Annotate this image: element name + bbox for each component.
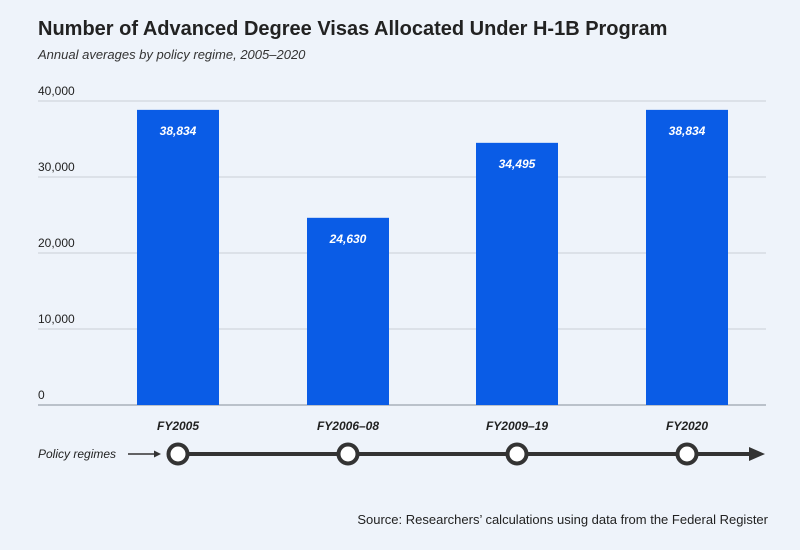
y-tick-label: 30,000 bbox=[38, 160, 75, 174]
chart-title: Number of Advanced Degree Visas Allocate… bbox=[38, 18, 668, 40]
y-tick-label: 10,000 bbox=[38, 312, 75, 326]
source-note: Source: Researchers’ calculations using … bbox=[357, 512, 768, 527]
timeline-marker bbox=[675, 442, 699, 466]
bar bbox=[137, 109, 219, 405]
timeline-marker bbox=[336, 442, 360, 466]
x-tick-label: FY2006–08 bbox=[317, 419, 379, 433]
data-label: 24,630 bbox=[329, 232, 367, 246]
bar bbox=[476, 142, 558, 405]
timeline-marker bbox=[166, 442, 190, 466]
y-tick-label: 40,000 bbox=[38, 84, 75, 98]
bar bbox=[646, 109, 728, 405]
bar bbox=[307, 217, 389, 405]
timeline-marker bbox=[505, 442, 529, 466]
x-tick-label: FY2005 bbox=[157, 419, 199, 433]
timeline-label: Policy regimes bbox=[38, 447, 116, 461]
data-label: 38,834 bbox=[160, 124, 197, 138]
x-tick-label: FY2020 bbox=[666, 419, 708, 433]
timeline-pointer-head bbox=[154, 450, 161, 458]
data-label: 34,495 bbox=[499, 157, 536, 171]
data-label: 38,834 bbox=[669, 124, 706, 138]
y-tick-label: 20,000 bbox=[38, 236, 75, 250]
chart-subtitle: Annual averages by policy regime, 2005–2… bbox=[38, 47, 306, 62]
x-tick-label: FY2009–19 bbox=[486, 419, 548, 433]
timeline-arrowhead bbox=[749, 447, 765, 461]
y-tick-label: 0 bbox=[38, 388, 45, 402]
